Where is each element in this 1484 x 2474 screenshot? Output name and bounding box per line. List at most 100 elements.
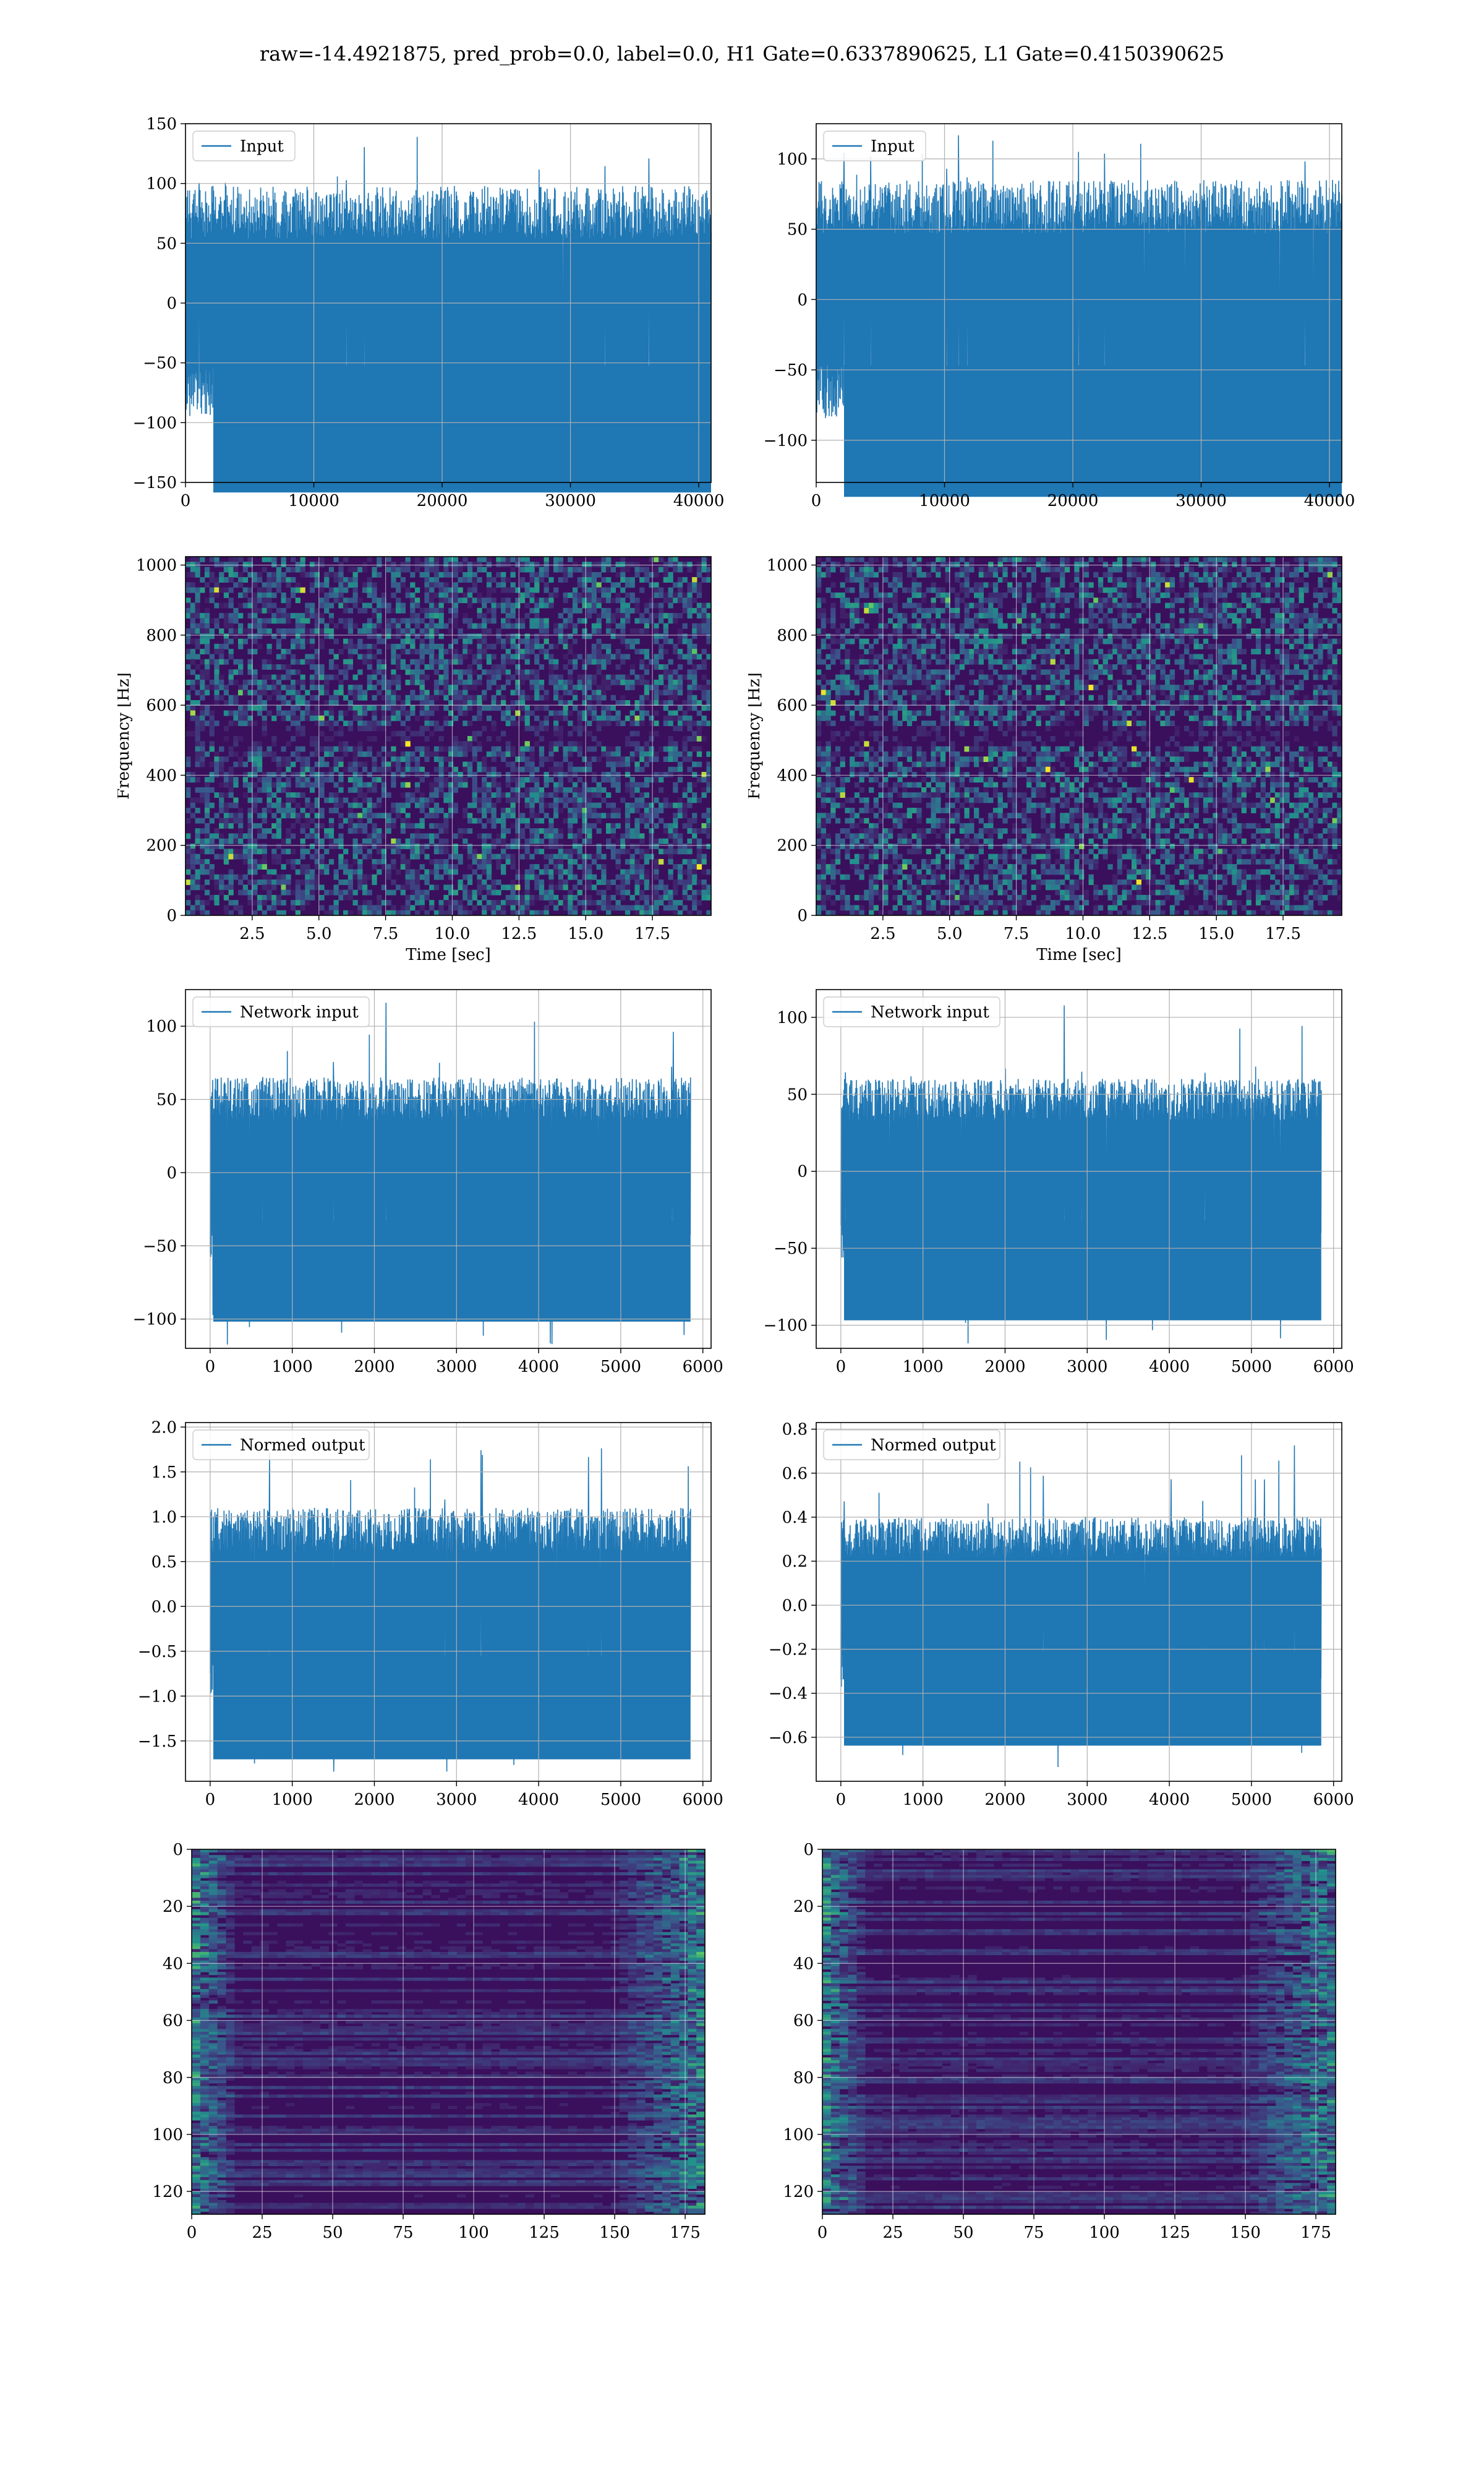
l1-feature-map-xtick-label: 0 bbox=[817, 2224, 828, 2242]
h1-spectrogram-ylabel: Frequency [Hz] bbox=[117, 672, 133, 800]
h1-network-input-ytick-label: −50 bbox=[143, 1237, 177, 1256]
l1-input-series bbox=[816, 135, 1342, 497]
l1-normed-output-xtick-label: 6000 bbox=[1313, 1791, 1354, 1809]
h1-normed-output-xtick-label: 0 bbox=[205, 1791, 216, 1809]
h1-input-dense-band bbox=[213, 366, 711, 493]
l1-normed-output-chart: 0 1000 2000 3000 4000 5000 6000 −0.6 −0.4 −0.2 0.0… bbox=[769, 1421, 1354, 1809]
l1-input-xtick-label: 30000 bbox=[1175, 492, 1227, 510]
panel-h1-network-input: 0 1000 2000 3000 4000 5000 6000 −100 −50 0 50 100 Ne… bbox=[117, 977, 798, 1423]
l1-feature-map-xtick-label: 50 bbox=[953, 2224, 973, 2242]
h1-normed-output-chart: 0 1000 2000 3000 4000 5000 6000 −1.5 −1.0 −0.5 0.0… bbox=[138, 1418, 723, 1809]
h1-network-input-xtick-label: 3000 bbox=[436, 1358, 477, 1376]
h1-spectrogram-xtick-label: 5.0 bbox=[306, 925, 331, 943]
l1-network-input-xtick-label: 6000 bbox=[1313, 1358, 1354, 1376]
h1-feature-map-xtick-label: 50 bbox=[322, 2224, 343, 2242]
l1-input-xtick-label: 10000 bbox=[919, 492, 970, 510]
h1-normed-output-legend: Normed output bbox=[192, 1429, 370, 1460]
l1-network-input-axes-frame bbox=[816, 989, 1342, 1349]
l1-input-line bbox=[816, 135, 1342, 471]
l1-network-input-dense-band bbox=[844, 1220, 1321, 1320]
h1-network-input-series bbox=[210, 1003, 691, 1345]
l1-feature-map-xtick-label: 75 bbox=[1023, 2224, 1044, 2242]
l1-spectrogram-xtick-label: 2.5 bbox=[870, 925, 895, 943]
l1-spectrogram-ytick-label: 600 bbox=[777, 696, 808, 715]
l1-network-input-ytick-label: 50 bbox=[787, 1085, 808, 1104]
l1-spectrogram-xlabel: Time [sec] bbox=[1036, 946, 1122, 964]
l1-normed-output-legend-label: Normed output bbox=[871, 1436, 996, 1455]
h1-feature-map-xtick-label: 175 bbox=[670, 2224, 701, 2242]
h1-network-input-xtick-label: 1000 bbox=[272, 1358, 313, 1376]
l1-network-input-xtick-label: 4000 bbox=[1149, 1358, 1190, 1376]
l1-network-input-legend: Network input bbox=[823, 996, 1000, 1027]
h1-network-input-dense-band bbox=[213, 1221, 691, 1322]
h1-normed-output-legend-label: Normed output bbox=[240, 1436, 365, 1455]
l1-input-legend: Input bbox=[823, 131, 926, 161]
l1-network-input-xtick-label: 3000 bbox=[1067, 1358, 1107, 1376]
l1-spectrogram-xtick-label: 10.0 bbox=[1065, 925, 1101, 943]
h1-normed-output-xtick-label: 2000 bbox=[354, 1791, 394, 1809]
h1-input-ytick-label: 100 bbox=[146, 175, 177, 194]
l1-spectrogram-ytick-label: 1000 bbox=[767, 557, 808, 575]
panel-l1-normed-output: 0 1000 2000 3000 4000 5000 6000 −0.6 −0.4 −0.2 0.0… bbox=[748, 1410, 1428, 1856]
l1-input-dense-band bbox=[844, 365, 1342, 497]
h1-feature-map-xtick-label: 25 bbox=[252, 2224, 272, 2242]
panel-h1-feature-map: 0 25 50 75 100 125 150 175 0 20 40 60 80 100 120 bbox=[117, 1843, 798, 2288]
h1-feature-map-chart: 0 25 50 75 100 125 150 175 0 20 40 60 80 100 120 bbox=[152, 1843, 706, 2242]
l1-spectrogram-chart: 2.5 5.0 7.5 10.0 12.5 15.0 17.5 0 200 400 600 800 10… bbox=[748, 556, 1342, 964]
h1-normed-output-ytick-label: −1.0 bbox=[138, 1687, 177, 1706]
panel-h1-spectrogram: 2.5 5.0 7.5 10.0 12.5 15.0 17.5 0 200 400 600 800 10… bbox=[117, 544, 798, 990]
l1-normed-output-dense-band bbox=[844, 1651, 1321, 1746]
h1-feature-map-xtick-label: 150 bbox=[599, 2224, 630, 2242]
l1-feature-map-xtick-label: 150 bbox=[1230, 2224, 1261, 2242]
h1-feature-map-ytick-label: 20 bbox=[163, 1898, 183, 1916]
l1-normed-output-ytick-label: 0.0 bbox=[782, 1596, 808, 1615]
l1-input-xtick-label: 20000 bbox=[1047, 492, 1099, 510]
l1-normed-output-ytick-label: 0.4 bbox=[782, 1509, 808, 1527]
h1-network-input-chart: 0 1000 2000 3000 4000 5000 6000 −100 −50 0 50 100 Ne… bbox=[133, 989, 723, 1376]
h1-input-xtick-label: 0 bbox=[181, 492, 191, 510]
h1-network-input-ytick-label: −100 bbox=[133, 1311, 177, 1329]
h1-spectrogram-ytick-label: 800 bbox=[146, 627, 177, 645]
l1-input-ytick-label: 100 bbox=[777, 150, 808, 169]
l1-feature-map-ytick-label: 0 bbox=[803, 1843, 814, 1859]
h1-network-input-xtick-label: 0 bbox=[205, 1358, 216, 1376]
h1-feature-map-xtick-label: 75 bbox=[393, 2224, 413, 2242]
figure-title: raw=-14.4921875, pred_prob=0.0, label=0.… bbox=[259, 42, 1225, 66]
panel-l1-spectrogram: 2.5 5.0 7.5 10.0 12.5 15.0 17.5 0 200 400 600 800 10… bbox=[748, 544, 1428, 990]
h1-network-input-line bbox=[210, 1003, 691, 1345]
h1-normed-output-line bbox=[210, 1448, 691, 1772]
l1-network-input-ytick-label: −50 bbox=[774, 1239, 808, 1258]
h1-input-ytick-label: −50 bbox=[143, 354, 177, 373]
panel-l1-feature-map: 0 25 50 75 100 125 150 175 0 20 40 60 80 100 120 bbox=[748, 1843, 1428, 2288]
h1-spectrogram-heatmap bbox=[186, 557, 712, 916]
l1-feature-map-ytick-label: 80 bbox=[793, 2069, 814, 2087]
h1-feature-map-ytick-label: 120 bbox=[152, 2183, 183, 2201]
l1-spectrogram-heatmap bbox=[816, 557, 1342, 916]
l1-normed-output-legend: Normed output bbox=[823, 1429, 1000, 1460]
h1-network-input-legend-label: Network input bbox=[240, 1003, 359, 1022]
l1-input-ytick-label: 50 bbox=[787, 221, 808, 239]
panel-h1-input: 0 10000 20000 30000 40000 −150 −100 −50 0 50 100 15… bbox=[117, 111, 798, 557]
h1-input-xtick-label: 20000 bbox=[417, 492, 468, 510]
l1-feature-map-chart: 0 25 50 75 100 125 150 175 0 20 40 60 80 100 120 bbox=[783, 1843, 1336, 2242]
panel-h1-normed-output: 0 1000 2000 3000 4000 5000 6000 −1.5 −1.0 −0.5 0.0… bbox=[117, 1410, 798, 1856]
h1-normed-output-ytick-label: −1.5 bbox=[138, 1732, 177, 1751]
h1-normed-output-ytick-label: 0.5 bbox=[151, 1553, 177, 1572]
l1-feature-map-xtick-label: 100 bbox=[1089, 2224, 1120, 2242]
h1-input-ytick-label: −100 bbox=[133, 414, 177, 432]
panel-l1-input: 0 10000 20000 30000 40000 −100 −50 0 50 100 Input bbox=[748, 111, 1428, 557]
h1-network-input-xtick-label: 6000 bbox=[683, 1358, 723, 1376]
h1-spectrogram-axes-frame bbox=[185, 556, 712, 916]
h1-input-ytick-label: −150 bbox=[133, 474, 177, 492]
h1-spectrogram-xtick-label: 10.0 bbox=[435, 925, 471, 943]
h1-input-ytick-label: 150 bbox=[146, 115, 177, 134]
l1-network-input-ytick-label: 0 bbox=[797, 1163, 808, 1181]
l1-normed-output-ytick-label: −0.4 bbox=[769, 1685, 808, 1703]
l1-spectrogram-axes-frame bbox=[816, 556, 1342, 916]
l1-input-ytick-label: −100 bbox=[764, 432, 808, 450]
l1-spectrogram-xtick-label: 5.0 bbox=[937, 925, 962, 943]
h1-input-ytick-label: 0 bbox=[166, 294, 177, 313]
l1-normed-output-xtick-label: 2000 bbox=[984, 1791, 1025, 1809]
h1-spectrogram-ytick-label: 0 bbox=[166, 907, 177, 925]
h1-feature-map-axes-frame bbox=[191, 1849, 706, 2215]
